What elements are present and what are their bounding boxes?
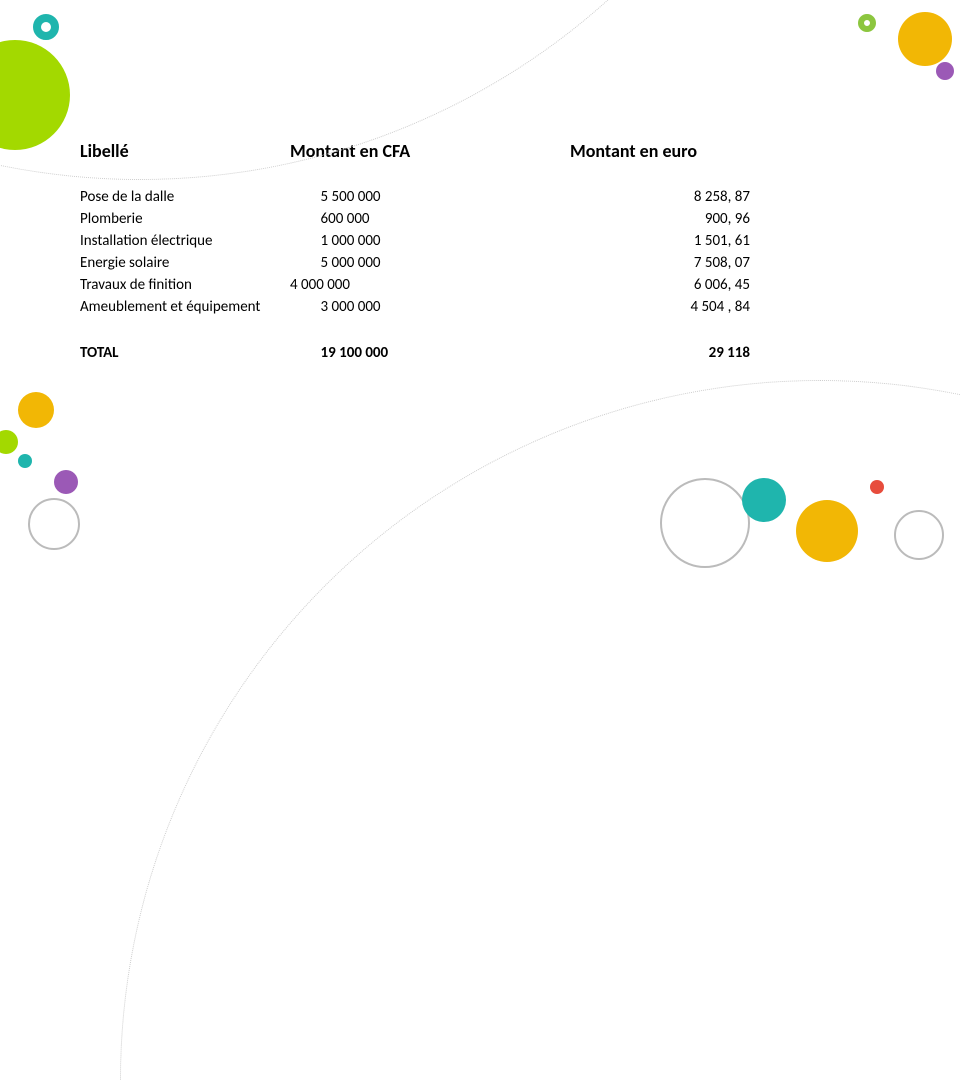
decor-circle [28, 498, 80, 550]
decor-circle [858, 14, 876, 32]
decor-circle [18, 454, 32, 468]
col-euro: 8 258, 87 900, 96 1 501, 61 7 508, 07 6 … [570, 186, 750, 318]
col-labels: Pose de la dallePlomberieInstallation él… [80, 186, 290, 318]
row-label: Pose de la dalle [80, 186, 290, 208]
total-euro: 29 118 [570, 344, 750, 362]
row-label: Travaux de finition [80, 274, 290, 296]
table-total-row: TOTAL 19 100 000 29 118 [80, 344, 880, 362]
row-euro: 900, 96 [570, 208, 750, 230]
decor-circle [18, 392, 54, 428]
header-spacer [490, 140, 570, 162]
body-spacer [490, 186, 570, 318]
row-euro: 4 504 , 84 [570, 296, 750, 318]
total-label: TOTAL [80, 344, 290, 362]
col-cfa: 5 500 000 600 000 1 000 000 5 000 0004 0… [290, 186, 490, 318]
row-label: Installation électrique [80, 230, 290, 252]
row-cfa: 1 000 000 [290, 230, 490, 252]
row-cfa: 600 000 [290, 208, 490, 230]
decor-guide-arc [120, 380, 960, 1080]
row-euro: 1 501, 61 [570, 230, 750, 252]
row-label: Energie solaire [80, 252, 290, 274]
row-cfa: 5 500 000 [290, 186, 490, 208]
table-body: Pose de la dallePlomberieInstallation él… [80, 186, 880, 318]
decor-circle [0, 430, 18, 454]
decor-circle [898, 12, 952, 66]
row-euro: 6 006, 45 [570, 274, 750, 296]
total-cfa: 19 100 000 [290, 344, 490, 362]
row-euro: 7 508, 07 [570, 252, 750, 274]
row-label: Plomberie [80, 208, 290, 230]
row-cfa: 4 000 000 [290, 274, 490, 296]
row-euro: 8 258, 87 [570, 186, 750, 208]
row-cfa: 3 000 000 [290, 296, 490, 318]
decor-circle [936, 62, 954, 80]
total-spacer [490, 344, 570, 362]
row-cfa: 5 000 000 [290, 252, 490, 274]
header-euro: Montant en euro [570, 140, 750, 162]
decor-circle [54, 470, 78, 494]
row-label: Ameublement et équipement [80, 296, 290, 318]
